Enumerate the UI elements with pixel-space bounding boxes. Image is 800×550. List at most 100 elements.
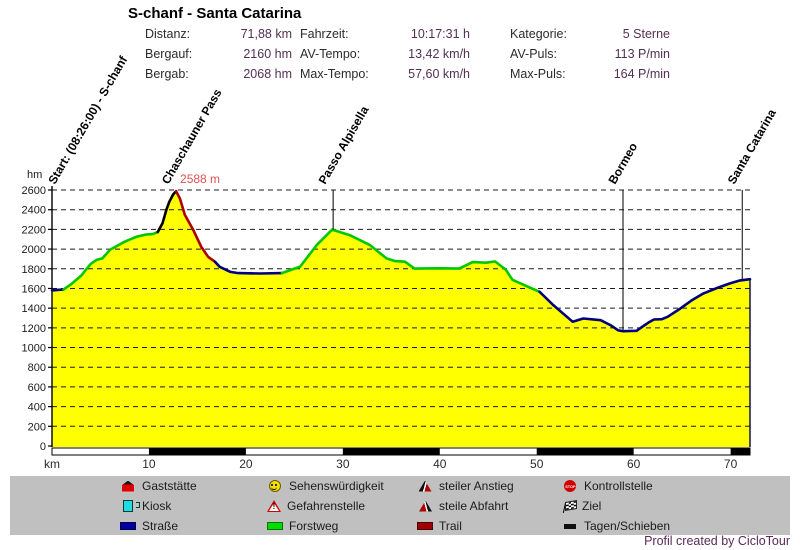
- legend-item: Tagen/Schieben: [562, 516, 670, 536]
- y-axis-unit-label: hm: [27, 169, 42, 181]
- credit-text: Profil created by CicloTour: [644, 534, 790, 548]
- x-scale-bar-block: [730, 448, 750, 455]
- trail-swatch: [417, 522, 433, 530]
- legend-label: Ziel: [582, 499, 602, 513]
- legend-item: Kiosk: [120, 496, 197, 516]
- y-tick-label: 2000: [22, 244, 46, 256]
- legend-label: Tagen/Schieben: [584, 519, 671, 533]
- legend-label: Kiosk: [142, 499, 172, 513]
- stats-column-distance: Distanz: 71,88 km Bergauf: 2160 hm Berga…: [145, 24, 292, 84]
- steep-ascent-icon: [418, 480, 432, 492]
- push-swatch: [564, 523, 576, 529]
- y-tick-label: 2200: [22, 224, 46, 236]
- stat-value: 5 Sterne: [622, 27, 670, 41]
- legend-item: Trail: [417, 516, 514, 536]
- stat-row: AV-Puls: 113 P/min: [510, 44, 670, 64]
- legend-column-1: Gaststätte Kiosk Straße: [120, 476, 197, 536]
- stats-column-pulse: Kategorie: 5 Sterne AV-Puls: 113 P/min M…: [510, 24, 670, 84]
- stats-column-speed: Fahrzeit: 10:17:31 h AV-Tempo: 13,42 km/…: [300, 24, 470, 84]
- x-scale-bar-block: [148, 448, 246, 455]
- legend-label: Forstweg: [289, 519, 339, 533]
- elevation-profile-chart: 0 200 400 600 800 1000 1200 1400 1600 1800 2000 220…: [22, 53, 780, 471]
- stop-icon: STOP: [564, 480, 576, 492]
- y-tick-label: 1000: [22, 343, 46, 355]
- profile-segment-road: [50, 288, 65, 292]
- y-tick-label: 1600: [22, 283, 46, 295]
- page-title: S-chanf - Santa Catarina: [128, 5, 302, 22]
- finish-flag-icon: [562, 499, 577, 513]
- legend-label: Gaststätte: [142, 479, 197, 493]
- legend-item: Ziel: [562, 496, 670, 516]
- legend-item: Sehenswürdigkeit: [267, 476, 384, 496]
- stat-value: 10:17:31 h: [410, 27, 470, 41]
- legend-item: steiler Anstieg: [417, 476, 514, 496]
- legend-item: STOP Kontrollstelle: [562, 476, 670, 496]
- steep-descent-icon: [419, 501, 432, 512]
- stat-label: Fahrzeit:: [300, 27, 349, 41]
- x-tick-label: 50: [530, 457, 544, 471]
- route-point-label: Start: (08:26:00) - S-chanf: [45, 53, 130, 187]
- stat-value: 2068 hm: [243, 67, 292, 81]
- house-icon: [122, 480, 134, 492]
- danger-icon: !: [267, 500, 281, 512]
- peak-elevation-label: 2588 m: [180, 172, 220, 186]
- y-tick-label: 1200: [22, 323, 46, 335]
- stat-value: 113 P/min: [614, 47, 670, 61]
- route-point-label: Bormeo: [605, 140, 640, 186]
- legend-item: ! Gefahrenstelle: [267, 496, 384, 516]
- kiosk-icon: [123, 500, 133, 512]
- stat-row: Bergab: 2068 hm: [145, 64, 292, 84]
- legend-label: Sehenswürdigkeit: [289, 479, 384, 493]
- y-tick-label: 1400: [22, 303, 46, 315]
- stat-label: Kategorie:: [510, 27, 567, 41]
- stat-label: Bergab:: [145, 67, 189, 81]
- legend-label: Gefahrenstelle: [287, 499, 366, 513]
- stat-row: Bergauf: 2160 hm: [145, 44, 292, 64]
- x-tick-label: 10: [142, 457, 156, 471]
- x-scale-bar-block: [536, 448, 634, 455]
- forest-road-swatch: [267, 522, 283, 530]
- x-tick-label: 30: [336, 457, 350, 471]
- profile-area-fill: [52, 191, 750, 447]
- legend-label: steiler Anstieg: [439, 479, 514, 493]
- profile-segment-forest-road: [280, 228, 541, 294]
- legend-item: steile Abfahrt: [417, 496, 514, 516]
- y-tick-label: 1800: [22, 264, 46, 276]
- y-tick-label: 2600: [22, 185, 46, 197]
- legend-item: Gaststätte: [120, 476, 197, 496]
- legend-label: Straße: [142, 519, 179, 533]
- road-swatch: [120, 522, 136, 530]
- stat-row: Distanz: 71,88 km: [145, 24, 292, 44]
- y-tick-label: 2400: [22, 205, 46, 217]
- x-axis-unit-label: km: [44, 457, 60, 471]
- legend-item: Straße: [120, 516, 197, 536]
- stat-row: AV-Tempo: 13,42 km/h: [300, 44, 470, 64]
- profile-segment-trail: [174, 189, 217, 264]
- stat-value: 57,60 km/h: [408, 67, 470, 81]
- route-point-label: Santa Catarina: [725, 106, 779, 186]
- stat-row: Fahrzeit: 10:17:31 h: [300, 24, 470, 44]
- smiley-icon: [269, 480, 281, 492]
- legend-label: steile Abfahrt: [439, 499, 509, 513]
- legend-label: Kontrollstelle: [584, 479, 653, 493]
- x-tick-label: 60: [627, 457, 641, 471]
- legend-column-2: Sehenswürdigkeit ! Gefahrenstelle Forstw…: [267, 476, 384, 536]
- y-tick-label: 800: [28, 362, 46, 374]
- stat-row: Kategorie: 5 Sterne: [510, 24, 670, 44]
- stat-label: Max-Puls:: [510, 67, 566, 81]
- legend: Gaststätte Kiosk Straße Sehenswürdigkeit…: [10, 476, 790, 535]
- stat-value: 2160 hm: [243, 47, 292, 61]
- stat-value: 71,88 km: [240, 27, 292, 41]
- stat-label: AV-Puls:: [510, 47, 558, 61]
- stat-label: Bergauf:: [145, 47, 193, 61]
- route-point-label: Passo Alpisella: [316, 103, 372, 186]
- stat-label: Distanz:: [145, 27, 191, 41]
- profile-segment-forest-road: [62, 230, 159, 291]
- y-tick-label: 400: [28, 402, 46, 414]
- stat-value: 164 P/min: [613, 67, 670, 81]
- stat-label: Max-Tempo:: [300, 67, 369, 81]
- stat-row: Max-Puls: 164 P/min: [510, 64, 670, 84]
- profile-segment-road: [538, 277, 752, 333]
- profile-segment-push: [156, 189, 178, 234]
